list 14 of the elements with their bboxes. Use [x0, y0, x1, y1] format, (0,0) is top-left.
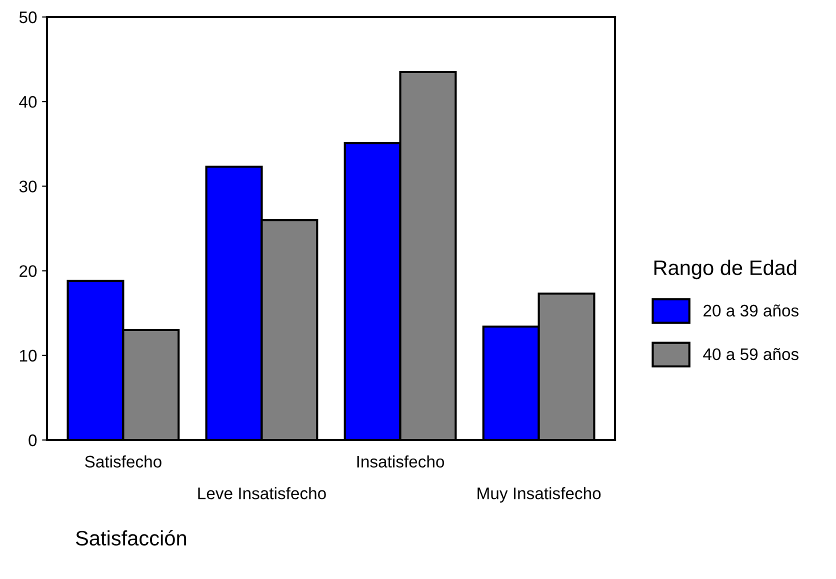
- x-tick-label: Satisfecho: [85, 455, 162, 468]
- legend-label: 20 a 39 años: [704, 304, 798, 317]
- x-axis-title: Satisfacción: [76, 530, 186, 546]
- y-tick-label: 20: [20, 265, 37, 278]
- y-tick-label: 10: [20, 350, 37, 362]
- x-tick-label: Insatisfecho: [357, 455, 444, 468]
- x-tick-label: Leve Insatisfecho: [198, 487, 326, 500]
- legend-title: Rango de Edad: [654, 260, 796, 280]
- x-tick-label: Muy Insatisfecho: [478, 487, 601, 503]
- y-tick-label: 30: [19, 180, 37, 192]
- legend-label: 40 a 59 años: [703, 348, 798, 360]
- y-tick-label: 0: [28, 434, 37, 446]
- y-tick-label: 40: [19, 96, 37, 108]
- y-tick-label: 50: [19, 11, 37, 24]
